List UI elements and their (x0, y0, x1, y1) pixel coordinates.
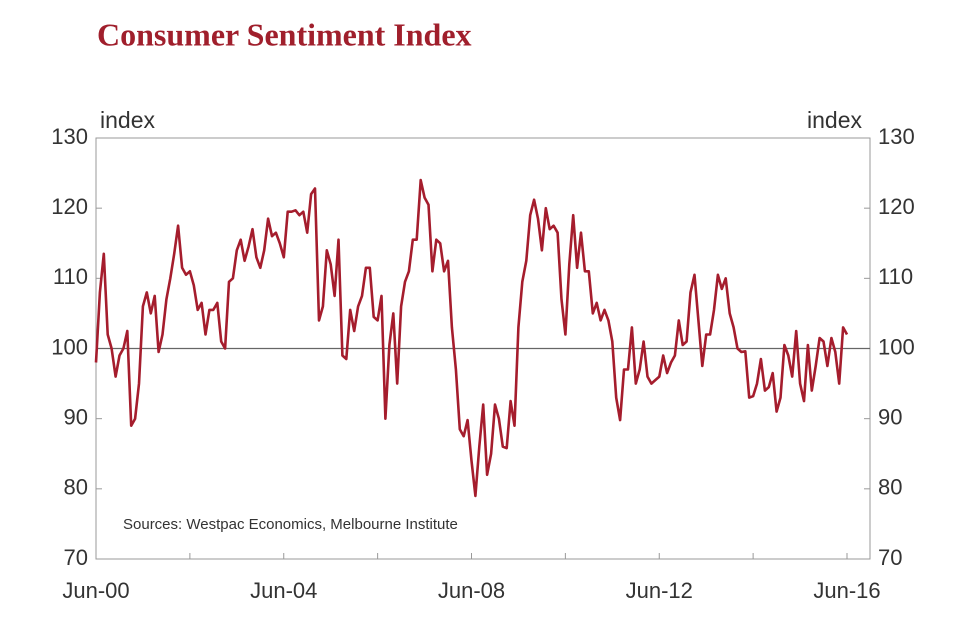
y2-tick-label: 110 (878, 264, 913, 289)
y-tick-label: 80 (64, 475, 88, 500)
x-tick-label: Jun-12 (626, 578, 693, 603)
y2-tick-label: 80 (878, 475, 902, 500)
y-tick-label: 100 (51, 334, 88, 359)
y2-axis-label: index (807, 107, 862, 133)
source-note: Sources: Westpac Economics, Melbourne In… (123, 516, 458, 533)
y2-tick-label: 100 (878, 334, 915, 359)
chart-title: Consumer Sentiment Index (97, 16, 472, 52)
y-tick-label: 130 (51, 124, 88, 149)
y-axis-label: index (100, 107, 155, 133)
x-tick-label: Jun-00 (62, 578, 129, 603)
y-tick-label: 110 (53, 264, 88, 289)
y2-tick-label: 70 (878, 545, 902, 570)
y2-tick-label: 120 (878, 194, 915, 219)
x-tick-label: Jun-04 (250, 578, 317, 603)
series-line (94, 178, 849, 498)
y-tick-label: 120 (51, 194, 88, 219)
y-tick-label: 90 (64, 404, 88, 429)
x-tick-label: Jun-16 (813, 578, 880, 603)
y2-tick-label: 90 (878, 404, 902, 429)
y-tick-label: 70 (64, 545, 88, 570)
x-tick-label: Jun-08 (438, 578, 505, 603)
y2-tick-label: 130 (878, 124, 915, 149)
